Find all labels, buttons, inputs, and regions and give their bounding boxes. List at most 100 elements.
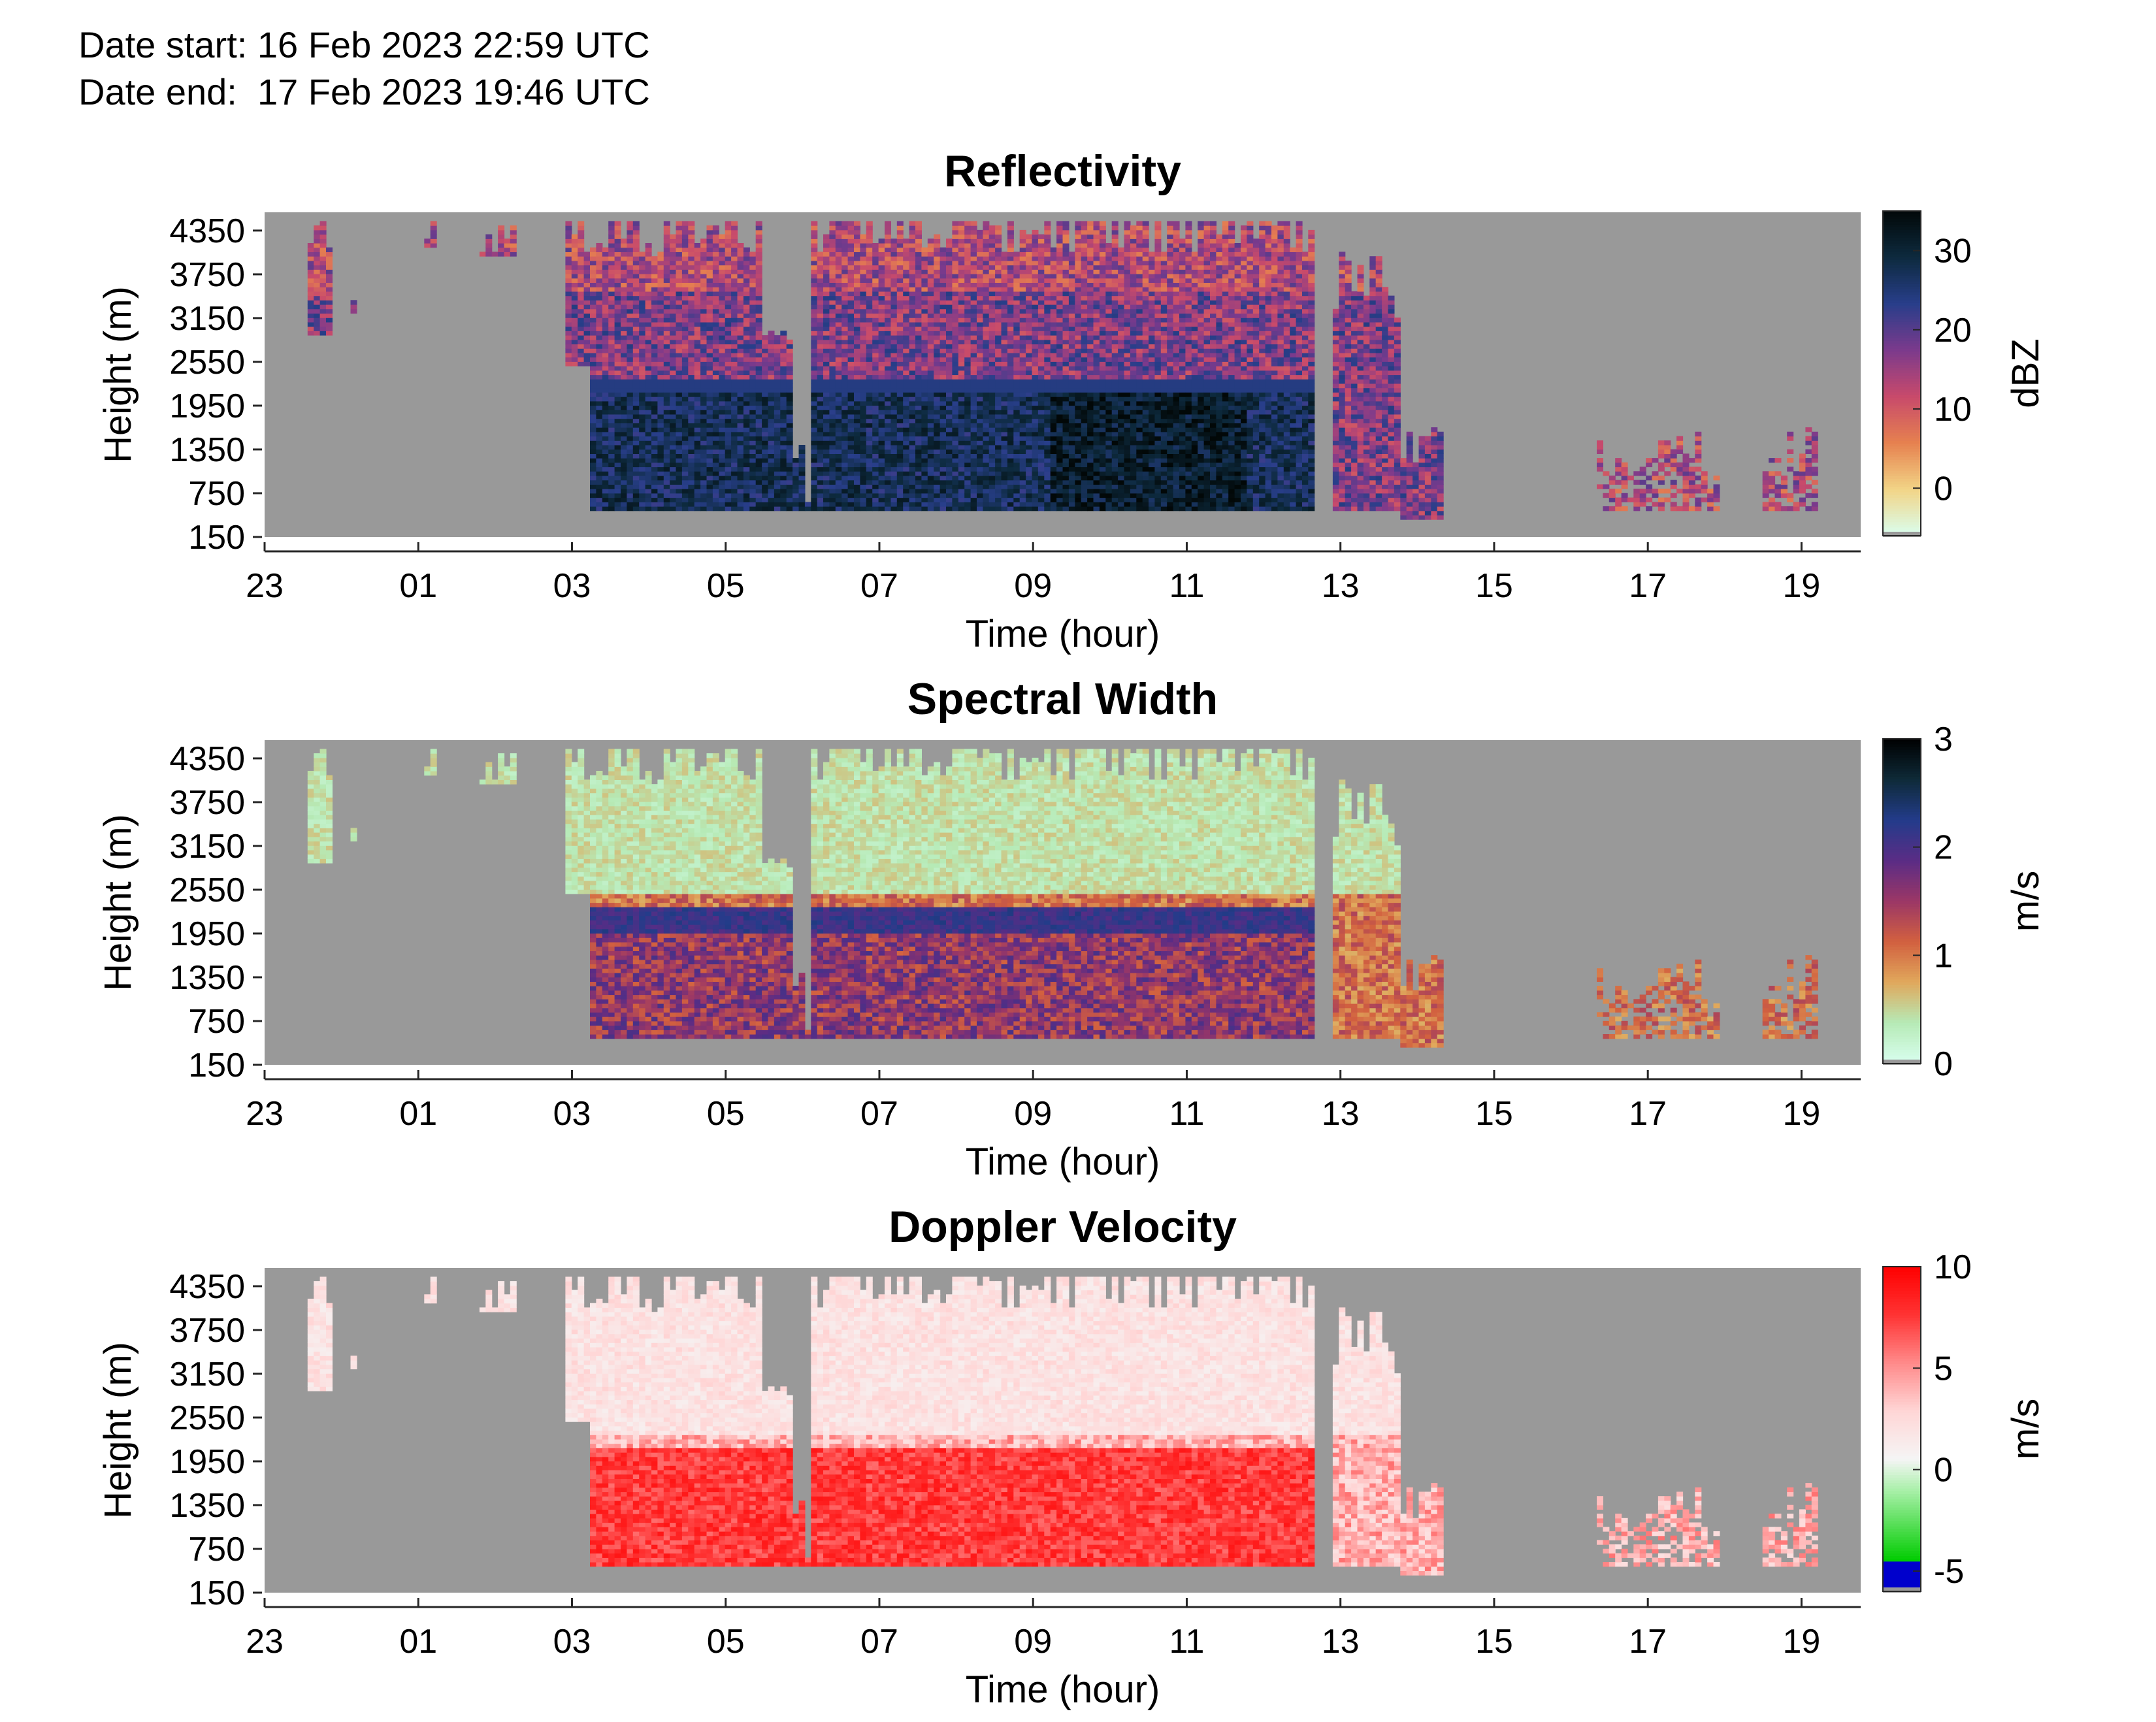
heatmap-cell (670, 418, 677, 423)
heatmap-cell (946, 252, 953, 257)
heatmap-cell (939, 335, 947, 340)
heatmap-cell (983, 400, 990, 406)
heatmap-cell (934, 506, 941, 512)
heatmap-cell (1050, 366, 1057, 371)
heatmap-cell (731, 317, 738, 323)
heatmap-cell (774, 335, 781, 340)
heatmap-cell (946, 423, 953, 428)
heatmap-cell (1019, 484, 1026, 489)
heatmap-cell (651, 458, 658, 463)
heatmap-cell (780, 335, 787, 340)
heatmap-cell (706, 506, 713, 512)
heatmap-cell (977, 453, 983, 459)
heatmap-cell (988, 348, 996, 353)
heatmap-cell (909, 331, 916, 336)
heatmap-cell (565, 308, 572, 314)
heatmap-cell (663, 295, 670, 301)
heatmap-cell (725, 269, 732, 274)
heatmap-cell (841, 497, 849, 502)
heatmap-cell (725, 352, 732, 358)
heatmap-cell (995, 440, 1002, 446)
heatmap-cell (927, 383, 934, 389)
heatmap-cell (792, 502, 800, 507)
heatmap-cell (632, 252, 640, 257)
heatmap-cell (921, 313, 928, 318)
heatmap-cell (1068, 357, 1075, 362)
heatmap-cell (817, 274, 824, 279)
heatmap-cell (583, 339, 591, 345)
heatmap-cell (958, 326, 965, 331)
heatmap-cell (614, 260, 621, 266)
heatmap-cell (676, 440, 683, 446)
heatmap-cell (700, 489, 708, 494)
heatmap-cell (1007, 370, 1014, 376)
heatmap-cell (823, 238, 830, 244)
heatmap-cell (670, 265, 677, 270)
heatmap-cell (596, 291, 603, 297)
heatmap-cell (939, 269, 947, 274)
heatmap-cell (583, 335, 591, 340)
heatmap-cell (829, 427, 836, 432)
heatmap-cell (1001, 506, 1008, 512)
heatmap-cell (706, 357, 713, 362)
heatmap-cell (786, 476, 793, 481)
heatmap-cell (952, 489, 959, 494)
heatmap-cell (627, 221, 634, 226)
heatmap-cell (694, 374, 701, 380)
heatmap-cell (743, 260, 750, 266)
heatmap-cell (645, 423, 652, 428)
heatmap-cell (890, 489, 898, 494)
heatmap-cell (1032, 379, 1039, 384)
heatmap-cell (670, 256, 677, 261)
heatmap-cell (1037, 431, 1045, 437)
heatmap-cell (872, 458, 879, 463)
heatmap-cell (878, 252, 885, 257)
heatmap-cell (1013, 453, 1021, 459)
heatmap-cell (988, 370, 996, 376)
heatmap-cell (958, 308, 965, 314)
heatmap-cell (1007, 256, 1014, 261)
heatmap-cell (1044, 366, 1051, 371)
heatmap-cell (774, 400, 781, 406)
heatmap-cell (1050, 476, 1057, 481)
heatmap-cell (731, 479, 738, 485)
heatmap-cell (970, 308, 977, 314)
heatmap-cell (621, 493, 627, 498)
heatmap-cell (768, 397, 775, 402)
heatmap-cell (725, 366, 732, 371)
heatmap-cell (651, 493, 658, 498)
heatmap-cell (768, 436, 775, 441)
heatmap-cell (590, 466, 596, 472)
heatmap-cell (663, 479, 670, 485)
heatmap-cell (608, 357, 615, 362)
heatmap-cell (663, 234, 670, 239)
heatmap-cell (578, 300, 585, 305)
heatmap-cell (712, 453, 719, 459)
heatmap-cell (608, 370, 615, 376)
heatmap-cell (1056, 405, 1064, 410)
heatmap-cell (1044, 400, 1051, 406)
heatmap-cell (1068, 383, 1075, 389)
heatmap-cell (712, 357, 719, 362)
heatmap-cell (939, 462, 947, 468)
heatmap-cell (743, 274, 750, 279)
heatmap-cell (583, 300, 591, 305)
heatmap-cell (786, 427, 793, 432)
heatmap-cell (1019, 348, 1026, 353)
heatmap-cell (1019, 317, 1026, 323)
heatmap-cell (762, 379, 769, 384)
heatmap-cell (657, 269, 664, 274)
heatmap-cell (878, 374, 885, 380)
heatmap-cell (755, 405, 762, 410)
heatmap-cell (590, 361, 596, 366)
heatmap-cell (854, 418, 860, 423)
heatmap-cell (706, 440, 713, 446)
heatmap-cell (688, 269, 695, 274)
heatmap-cell (590, 458, 596, 463)
heatmap-cell (621, 423, 627, 428)
heatmap-cell (1007, 383, 1014, 389)
heatmap-cell (639, 370, 646, 376)
heatmap-cell (596, 256, 603, 261)
heatmap-cell (977, 383, 983, 389)
heatmap-cell (1075, 493, 1082, 498)
